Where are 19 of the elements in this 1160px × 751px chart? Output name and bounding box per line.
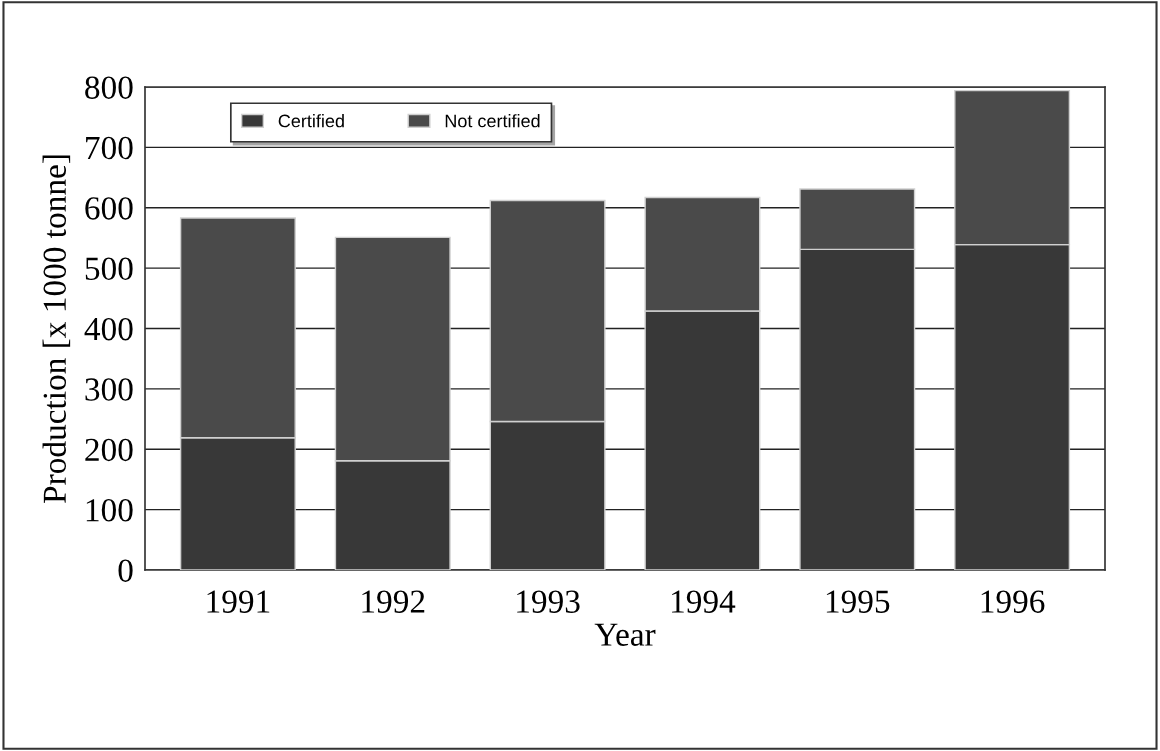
legend-label: Certified bbox=[278, 114, 344, 128]
y-axis-title: Production [x 1000 tonne] bbox=[42, 155, 71, 503]
y-tick-label: 300 bbox=[85, 378, 133, 401]
x-tick-label: 1992 bbox=[362, 590, 425, 613]
legend-label: Not certified bbox=[445, 114, 540, 128]
y-tick-label: 700 bbox=[86, 136, 133, 160]
y-tick-label: 200 bbox=[85, 438, 133, 462]
y-tick-label: 400 bbox=[84, 317, 133, 341]
x-tick-label: 1994 bbox=[672, 590, 736, 613]
y-tick-label: 100 bbox=[86, 499, 133, 522]
y-tick-label: 0 bbox=[118, 559, 133, 582]
x-tick-label: 1995 bbox=[826, 590, 890, 613]
y-tick-label: 500 bbox=[85, 257, 133, 281]
x-tick-label: 1991 bbox=[207, 590, 270, 613]
x-tick-label: 1996 bbox=[981, 590, 1045, 613]
x-tick-label: 1993 bbox=[517, 590, 580, 613]
x-axis-title: Year bbox=[594, 623, 656, 646]
y-tick-label: 600 bbox=[85, 197, 133, 220]
y-tick-label: 800 bbox=[85, 76, 133, 99]
